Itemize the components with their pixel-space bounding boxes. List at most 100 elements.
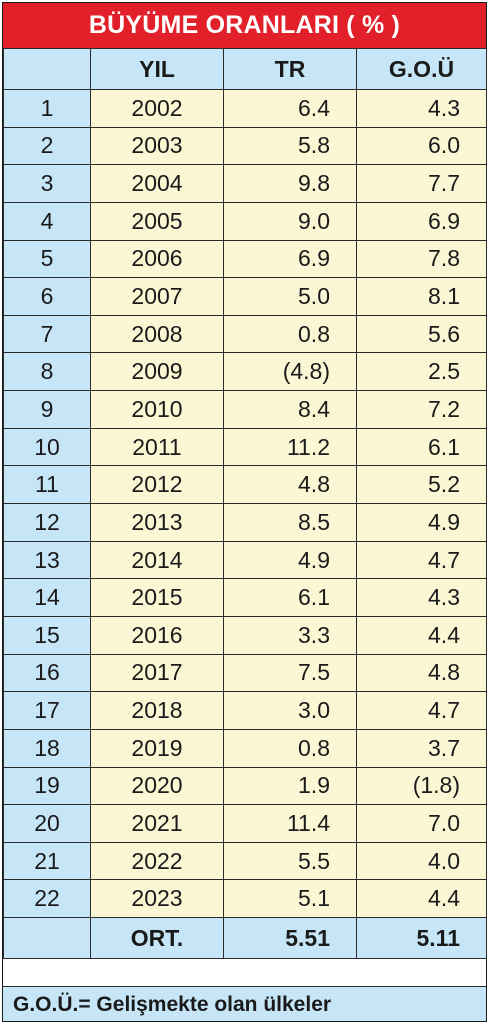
tr-growth-cell: 3.3	[223, 615, 357, 655]
year-cell: 2005	[90, 201, 224, 241]
gou-growth-cell: 7.8	[356, 239, 487, 279]
corner-cell	[3, 48, 91, 90]
table-row: 22 2023 5.1 4.4	[3, 879, 487, 919]
table-row: 7 2008 0.8 5.6	[3, 314, 487, 354]
tr-growth-cell: 9.8	[223, 164, 357, 203]
table-row: 16 2017 7.5 4.8	[3, 653, 487, 693]
tr-growth-cell: 1.9	[223, 766, 357, 806]
gou-growth-cell: 7.7	[356, 164, 487, 203]
year-cell: 2004	[90, 164, 224, 203]
row-number-cell: 3	[3, 164, 91, 203]
gou-growth-cell: 6.1	[356, 427, 487, 467]
tr-growth-cell: 0.8	[223, 314, 357, 354]
table-row: 19 2020 1.9 (1.8)	[3, 766, 487, 806]
year-cell: 2011	[90, 427, 224, 467]
row-number-cell: 2	[3, 126, 91, 166]
year-cell: 2012	[90, 465, 224, 505]
tr-average-value: 5.51	[223, 917, 357, 960]
gou-growth-cell: 6.0	[356, 126, 487, 166]
tr-growth-cell: 4.9	[223, 540, 357, 580]
row-number-cell: 15	[3, 615, 91, 655]
table-row: 12 2013 8.5 4.9	[3, 503, 487, 542]
row-number-cell: 9	[3, 390, 91, 429]
table-row: 11 2012 4.8 5.2	[3, 465, 487, 505]
tr-growth-cell: (4.8)	[223, 352, 357, 392]
row-number-cell: 20	[3, 804, 91, 843]
gou-growth-cell: (1.8)	[356, 766, 487, 806]
table-row: 5 2006 6.9 7.8	[3, 239, 487, 279]
row-number-cell: 10	[3, 427, 91, 467]
table-row: 18 2019 0.8 3.7	[3, 728, 487, 768]
table-title: BÜYÜME ORANLARI ( % )	[3, 3, 486, 48]
year-cell: 2010	[90, 390, 224, 429]
tr-growth-cell: 5.5	[223, 841, 357, 881]
year-cell: 2008	[90, 314, 224, 354]
year-cell: 2022	[90, 841, 224, 881]
tr-growth-cell: 7.5	[223, 653, 357, 693]
gou-growth-cell: 4.4	[356, 615, 487, 655]
tr-growth-cell: 8.5	[223, 503, 357, 542]
row-number-cell: 18	[3, 728, 91, 768]
table-row: 17 2018 3.0 4.7	[3, 691, 487, 730]
average-label: ORT.	[90, 917, 224, 960]
row-number-cell: 11	[3, 465, 91, 505]
year-cell: 2023	[90, 879, 224, 919]
tr-growth-cell: 4.8	[223, 465, 357, 505]
tr-growth-cell: 0.8	[223, 728, 357, 768]
year-cell: 2009	[90, 352, 224, 392]
table-row: 15 2016 3.3 4.4	[3, 615, 487, 655]
gou-growth-cell: 3.7	[356, 728, 487, 768]
table-row: 3 2004 9.8 7.7	[3, 164, 487, 203]
gou-growth-cell: 6.9	[356, 201, 487, 241]
gou-growth-cell: 4.8	[356, 653, 487, 693]
year-cell: 2016	[90, 615, 224, 655]
year-cell: 2002	[90, 89, 224, 128]
row-number-cell: 1	[3, 89, 91, 128]
row-number-cell: 7	[3, 314, 91, 354]
year-cell: 2006	[90, 239, 224, 279]
table-row: 21 2022 5.5 4.0	[3, 841, 487, 881]
table-row: 8 2009 (4.8) 2.5	[3, 352, 487, 392]
year-cell: 2017	[90, 653, 224, 693]
gou-growth-cell: 4.9	[356, 503, 487, 542]
average-row: ORT. 5.51 5.11	[3, 917, 487, 960]
table-row: 9 2010 8.4 7.2	[3, 390, 487, 429]
tr-growth-cell: 3.0	[223, 691, 357, 730]
table-row: 6 2007 5.0 8.1	[3, 277, 487, 316]
gou-average-value: 5.11	[356, 917, 487, 960]
gou-growth-cell: 7.0	[356, 804, 487, 843]
gou-growth-cell: 2.5	[356, 352, 487, 392]
table-row: 20 2021 11.4 7.0	[3, 804, 487, 843]
growth-rate-table: YIL TR G.O.Ü 1 2002 6.4 4.3 2 2003 5.8 6.0 3 2004…	[3, 48, 487, 960]
row-number-cell: 21	[3, 841, 91, 881]
row-number-cell: 16	[3, 653, 91, 693]
year-cell: 2014	[90, 540, 224, 580]
tr-growth-cell: 5.0	[223, 277, 357, 316]
tr-growth-cell: 8.4	[223, 390, 357, 429]
average-corner-cell	[3, 917, 91, 960]
year-cell: 2003	[90, 126, 224, 166]
footnote: G.O.Ü.= Gelişmekte olan ülkeler	[3, 986, 486, 1021]
table-row: 14 2015 6.1 4.3	[3, 578, 487, 617]
row-number-cell: 4	[3, 201, 91, 241]
year-cell: 2020	[90, 766, 224, 806]
year-column-header: YIL	[90, 48, 224, 90]
table-row: 13 2014 4.9 4.7	[3, 540, 487, 580]
table-row: 10 2011 11.2 6.1	[3, 427, 487, 467]
tr-growth-cell: 11.4	[223, 804, 357, 843]
row-number-cell: 17	[3, 691, 91, 730]
gou-growth-cell: 4.4	[356, 879, 487, 919]
gou-column-header: G.O.Ü	[356, 48, 487, 90]
row-number-cell: 22	[3, 879, 91, 919]
row-number-cell: 19	[3, 766, 91, 806]
tr-growth-cell: 11.2	[223, 427, 357, 467]
gou-growth-cell: 4.7	[356, 540, 487, 580]
gou-growth-cell: 4.0	[356, 841, 487, 881]
row-number-cell: 14	[3, 578, 91, 617]
year-cell: 2015	[90, 578, 224, 617]
tr-growth-cell: 9.0	[223, 201, 357, 241]
row-number-cell: 5	[3, 239, 91, 279]
tr-growth-cell: 6.9	[223, 239, 357, 279]
tr-growth-cell: 6.4	[223, 89, 357, 128]
